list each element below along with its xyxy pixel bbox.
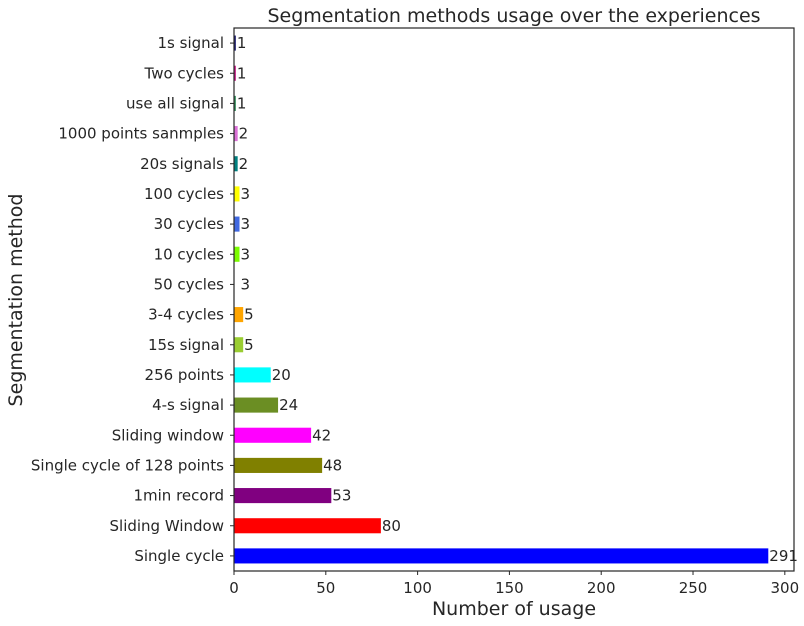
x-ticks: 0 50 100 150 200 250 300 <box>229 571 799 597</box>
data-label: 1 <box>237 64 247 82</box>
y-tick-label: 50 cycles <box>154 275 225 293</box>
x-tick-label: 200 <box>587 579 616 597</box>
y-tick-label: 1000 points sanmples <box>58 125 224 143</box>
bar <box>234 307 244 323</box>
data-label: 3 <box>241 245 251 263</box>
bar <box>234 337 244 353</box>
bar <box>234 488 332 504</box>
data-label: 80 <box>382 517 401 535</box>
data-label: 1 <box>237 34 247 52</box>
data-label: 1 <box>237 94 247 112</box>
x-tick-label: 0 <box>229 579 239 597</box>
data-label: 53 <box>332 487 351 505</box>
data-label: 3 <box>241 275 251 293</box>
y-tick-label: Single cycle <box>134 547 224 565</box>
data-label: 48 <box>323 456 342 474</box>
data-label: 20 <box>272 366 291 384</box>
y-tick-label: 100 cycles <box>144 185 224 203</box>
data-label: 3 <box>241 215 251 233</box>
y-tick-label: 256 points <box>145 366 225 384</box>
x-tick-label: 300 <box>770 579 799 597</box>
bar <box>234 276 240 292</box>
data-label: 2 <box>239 125 249 143</box>
y-tick-label: 1min record <box>133 487 224 505</box>
bar <box>234 397 279 413</box>
chart-title: Segmentation methods usage over the expe… <box>267 5 760 27</box>
bar <box>234 186 240 202</box>
plot-frame <box>233 27 795 572</box>
data-label: 42 <box>312 426 331 444</box>
data-label: 2 <box>239 155 249 173</box>
x-tick-label: 250 <box>679 579 708 597</box>
data-label: 5 <box>244 336 254 354</box>
bar <box>234 126 238 142</box>
data-label: 3 <box>241 185 251 203</box>
y-axis-label: Segmentation method <box>5 194 27 407</box>
x-tick-label: 150 <box>495 579 524 597</box>
y-tick-label: Sliding window <box>112 426 224 444</box>
bar <box>234 457 323 473</box>
y-tick-labels: Single cycle Sliding Window 1min record Sin… <box>31 34 234 565</box>
y-tick-label: 4-s signal <box>152 396 224 414</box>
y-tick-label: 20s signals <box>140 155 224 173</box>
x-tick-label: 100 <box>403 579 432 597</box>
bar <box>234 246 240 262</box>
bar <box>234 427 312 443</box>
bars-group <box>234 35 769 564</box>
bar <box>234 65 236 81</box>
y-tick-label: use all signal <box>126 94 224 112</box>
y-tick-label: 30 cycles <box>154 215 225 233</box>
y-tick-label: 1s signal <box>158 34 225 52</box>
bar <box>234 216 240 232</box>
bar <box>234 35 236 51</box>
data-label: 5 <box>244 306 254 324</box>
x-tick-label: 50 <box>316 579 335 597</box>
x-axis-label: Number of usage <box>432 598 596 620</box>
bar <box>234 367 271 383</box>
y-tick-label: 3-4 cycles <box>148 306 224 324</box>
data-label: 291 <box>769 547 798 565</box>
bar <box>234 95 236 111</box>
y-tick-label: Sliding Window <box>110 517 225 535</box>
bar <box>234 156 238 172</box>
y-tick-label: Single cycle of 128 points <box>31 456 224 474</box>
bar <box>234 518 381 534</box>
bar <box>234 548 769 564</box>
y-tick-label: Two cycles <box>144 64 225 82</box>
y-tick-label: 10 cycles <box>154 245 225 263</box>
y-tick-label: 15s signal <box>148 336 224 354</box>
data-label: 24 <box>279 396 298 414</box>
